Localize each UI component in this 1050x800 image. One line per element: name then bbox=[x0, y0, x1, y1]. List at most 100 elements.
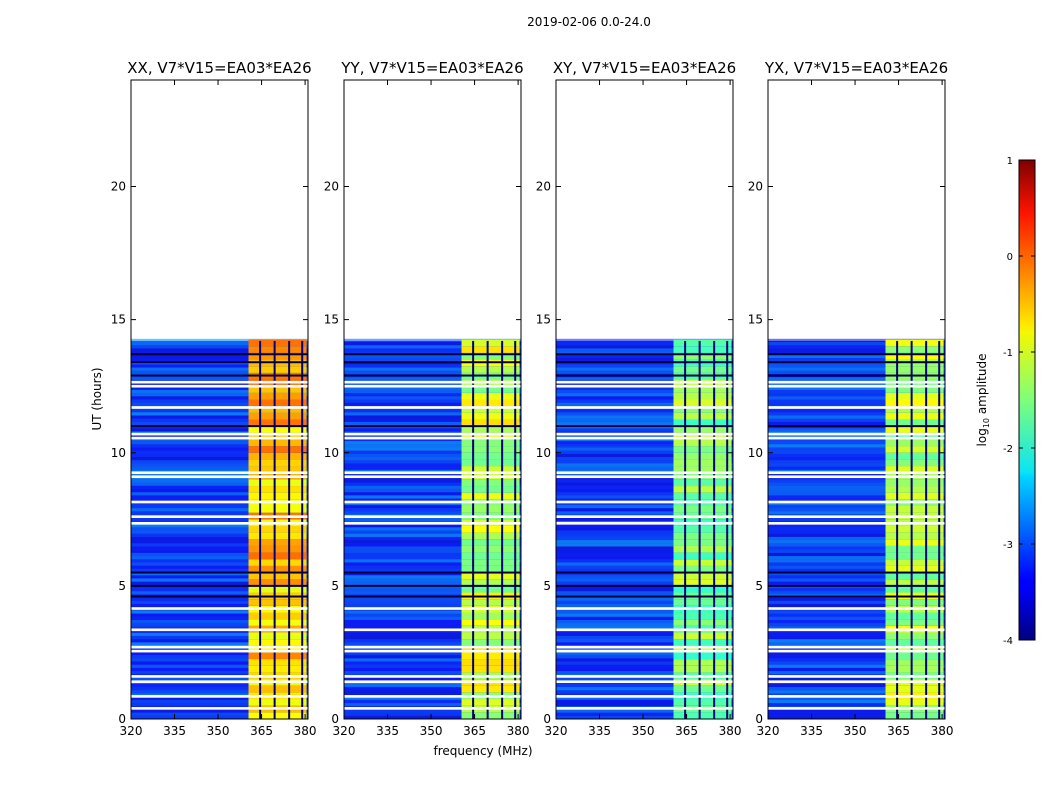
band-cell bbox=[248, 572, 307, 580]
heatmap-row bbox=[131, 460, 308, 464]
heatmap-row bbox=[768, 524, 945, 528]
x-tick-label: 350 bbox=[420, 724, 443, 738]
heatmap-row bbox=[768, 508, 945, 512]
flagged-row bbox=[131, 515, 308, 518]
flagged-row bbox=[344, 628, 521, 632]
band-cell bbox=[461, 492, 520, 500]
heatmap-row bbox=[344, 402, 521, 406]
heatmap-row bbox=[131, 348, 308, 352]
heatmap-row bbox=[556, 578, 733, 582]
heatmap-row bbox=[768, 463, 945, 467]
heatmap-row bbox=[344, 549, 521, 553]
flagged-row bbox=[344, 645, 521, 649]
flagged-row bbox=[131, 384, 308, 388]
heatmap-row bbox=[344, 664, 521, 668]
heatmap-row bbox=[556, 386, 733, 390]
flagged-row bbox=[131, 680, 308, 684]
colorbar-label-log: log bbox=[975, 428, 989, 446]
heatmap-row bbox=[556, 415, 733, 419]
heatmap-row bbox=[131, 409, 308, 413]
band-cell bbox=[461, 685, 520, 693]
x-tick-label: 335 bbox=[376, 724, 399, 738]
heatmap-row bbox=[768, 351, 945, 355]
heatmap-row bbox=[131, 546, 308, 550]
flagged-row bbox=[344, 471, 521, 475]
heatmap-row bbox=[768, 409, 945, 413]
band-cell bbox=[461, 645, 520, 653]
heatmap-row bbox=[131, 603, 308, 608]
heatmap-row bbox=[131, 549, 308, 553]
heatmap-row bbox=[131, 508, 308, 512]
y-axis-label: UT (hours) bbox=[90, 367, 104, 430]
heatmap-row bbox=[556, 409, 733, 413]
band-cell bbox=[885, 339, 944, 347]
band-cell bbox=[885, 632, 944, 640]
y-tick-label: 10 bbox=[536, 446, 551, 460]
heatmap-row bbox=[768, 444, 945, 448]
heatmap-row bbox=[344, 527, 521, 531]
band-cell bbox=[461, 525, 520, 533]
panel-title: YY, V7*V15=EA03*EA26 bbox=[340, 59, 523, 77]
heatmap-row bbox=[344, 610, 521, 614]
band-cell bbox=[461, 712, 520, 719]
panel-1: YY, V7*V15=EA03*EA26 320 335 350 365 380 0 5 10 1… bbox=[324, 59, 530, 738]
band-cell bbox=[461, 419, 520, 427]
heatmap-row bbox=[131, 696, 308, 700]
heatmap-row bbox=[556, 632, 733, 636]
heatmap-row bbox=[344, 661, 521, 665]
flagged-row bbox=[556, 515, 733, 518]
heatmap-row bbox=[556, 527, 733, 531]
heatmap-row bbox=[556, 709, 733, 713]
heatmap-row bbox=[556, 603, 733, 608]
flagged-row bbox=[344, 521, 521, 525]
heatmap-row bbox=[768, 511, 945, 515]
band-cell bbox=[673, 426, 732, 433]
band-cell bbox=[885, 452, 944, 460]
heatmap-row bbox=[768, 667, 945, 672]
x-tick-label: 365 bbox=[250, 724, 273, 738]
band-cell bbox=[673, 386, 732, 393]
band-cell bbox=[461, 559, 520, 566]
band-cell bbox=[461, 406, 520, 413]
band-cell bbox=[461, 346, 520, 353]
heatmap-row bbox=[344, 642, 521, 646]
heatmap-row bbox=[556, 610, 733, 614]
flagged-row bbox=[344, 406, 521, 409]
heatmap-row bbox=[344, 696, 521, 700]
band-cell bbox=[673, 639, 732, 646]
flagged-row bbox=[344, 680, 521, 684]
channel-gap-line bbox=[501, 340, 504, 719]
heatmap-row bbox=[768, 616, 945, 620]
heatmap-row bbox=[131, 600, 308, 604]
heatmap-row bbox=[344, 667, 521, 672]
heatmap-row bbox=[556, 559, 733, 563]
flagged-row bbox=[556, 432, 733, 436]
heatmap-row bbox=[556, 696, 733, 700]
flagged-row bbox=[768, 645, 945, 649]
band-cell bbox=[673, 559, 732, 566]
heatmap-row bbox=[556, 444, 733, 448]
band-cell bbox=[461, 466, 520, 473]
band-cell bbox=[673, 419, 732, 427]
heatmap-row bbox=[131, 540, 308, 544]
band-cell bbox=[885, 712, 944, 719]
heatmap-row bbox=[768, 393, 945, 397]
heatmap-row bbox=[131, 357, 308, 362]
band-cell bbox=[461, 339, 520, 347]
colorbar-label-sub: 10 bbox=[982, 418, 991, 428]
heatmap-row bbox=[768, 479, 945, 483]
heatmap-row bbox=[344, 453, 521, 458]
heatmap-row bbox=[344, 533, 521, 537]
heatmap-row bbox=[768, 482, 945, 486]
heatmap-row bbox=[344, 367, 521, 371]
band-cell bbox=[461, 439, 520, 447]
heatmap-row bbox=[556, 613, 733, 617]
heatmap-row bbox=[131, 488, 308, 493]
band-cell bbox=[885, 486, 944, 493]
flagged-row bbox=[131, 607, 308, 610]
band-cell bbox=[248, 406, 307, 413]
flagged-row bbox=[768, 380, 945, 384]
heatmap-row bbox=[556, 667, 733, 672]
heatmap-row bbox=[768, 357, 945, 362]
band-cell bbox=[248, 552, 307, 560]
